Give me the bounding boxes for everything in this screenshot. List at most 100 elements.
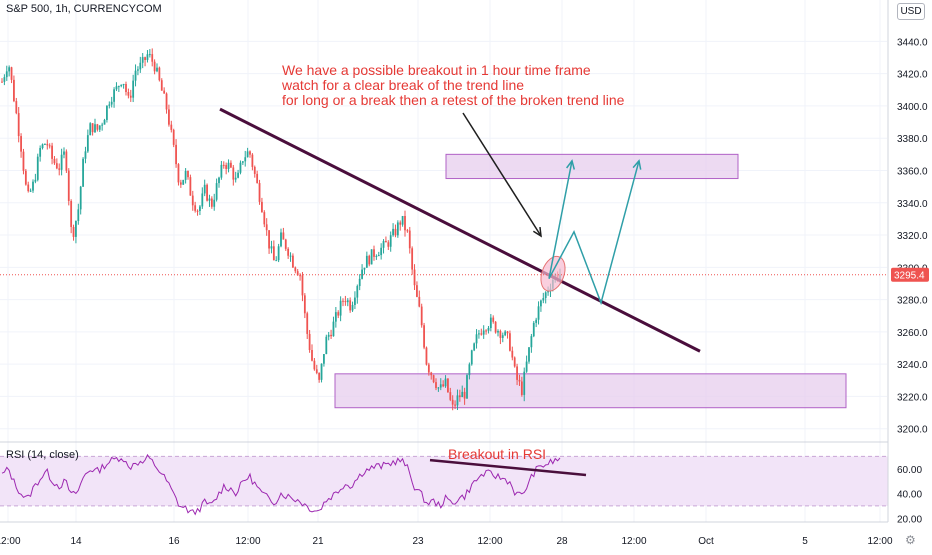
candle-body — [535, 319, 538, 323]
candle-body — [363, 267, 366, 270]
currency-button[interactable]: USD — [897, 3, 925, 20]
y-tick-label: 3380.0 — [897, 134, 928, 145]
candle-body — [191, 195, 194, 206]
rsi-panel — [0, 453, 888, 516]
x-tick-label: 12:00 — [477, 536, 502, 547]
candle-body — [158, 67, 161, 81]
direct-breakout-path[interactable] — [548, 160, 573, 279]
annotation-text-line: We have a possible breakout in 1 hour ti… — [282, 62, 591, 78]
candle-body — [86, 135, 89, 152]
candle-body — [461, 391, 464, 398]
candle-body — [308, 333, 311, 351]
candle-body — [346, 300, 349, 303]
resistance-zone[interactable] — [445, 153, 739, 180]
candle-body — [444, 378, 447, 387]
candle-body — [370, 249, 373, 265]
candle-body — [408, 230, 411, 249]
candle-body — [55, 163, 58, 169]
y-tick-label: 3420.0 — [897, 70, 928, 81]
candle-body — [318, 372, 321, 380]
candle-body — [301, 275, 304, 296]
candle-body — [473, 343, 476, 351]
candle-body — [282, 232, 285, 240]
projection-arrowhead — [566, 159, 576, 170]
candle-body — [168, 109, 170, 125]
candle-body — [492, 317, 495, 322]
candle-body — [468, 364, 471, 376]
candle-body — [525, 361, 528, 372]
candle-body — [296, 271, 299, 276]
support-zone[interactable] — [334, 373, 847, 409]
drawing-tools[interactable] — [0, 107, 888, 477]
candle-body — [44, 143, 46, 145]
candle-body — [201, 193, 204, 207]
candle-body — [277, 246, 280, 261]
rsi-tick-label: 40.00 — [897, 490, 922, 501]
candle-body — [394, 228, 397, 236]
candle-body — [334, 312, 337, 322]
candle-body — [451, 399, 454, 405]
candle-body — [299, 275, 301, 277]
retest-breakout-path[interactable] — [548, 160, 640, 306]
candle-body — [542, 298, 545, 301]
candle-body — [15, 101, 18, 114]
candle-body — [516, 366, 518, 380]
last-price-badge — [891, 267, 929, 282]
candle-body — [125, 84, 127, 92]
y-tick-label: 3200.0 — [897, 425, 928, 436]
candle-body — [344, 301, 347, 303]
breakout-highlight-ellipse[interactable] — [537, 253, 570, 294]
rsi-trend-line[interactable] — [429, 458, 587, 477]
price-trend-line[interactable] — [219, 107, 701, 353]
candle-body — [3, 77, 6, 82]
candle-body — [504, 331, 507, 336]
candle-body — [458, 395, 461, 398]
candle-body — [108, 104, 111, 106]
candle-body — [203, 184, 206, 194]
candle-body — [127, 91, 130, 96]
candle-body — [454, 404, 456, 406]
candle-body — [494, 321, 497, 333]
candle-body — [67, 170, 70, 201]
x-tick-label: 23 — [412, 536, 424, 547]
gear-icon[interactable]: ⚙ — [905, 533, 916, 547]
candle-body — [482, 330, 485, 335]
candle-body — [423, 325, 425, 348]
candle-body — [330, 334, 332, 337]
annotation-text-line: for long or a break then a retest of the… — [282, 92, 625, 108]
candle-body — [356, 286, 359, 298]
rsi-line — [1, 453, 561, 516]
candle-body — [24, 170, 27, 185]
candle-body — [268, 230, 270, 249]
candle-body — [284, 239, 287, 249]
candle-body — [182, 179, 185, 185]
candle-body — [48, 145, 51, 147]
candle-body — [413, 269, 416, 286]
candle-body — [382, 241, 385, 248]
candle-body — [466, 375, 468, 399]
candle-body — [210, 198, 213, 207]
candle-body — [29, 190, 32, 192]
candle-body — [110, 101, 113, 105]
x-tick-label: Oct — [698, 536, 714, 547]
price-zones[interactable] — [334, 153, 847, 409]
candle-body — [17, 113, 20, 137]
candle-body — [117, 86, 120, 88]
candle-body — [91, 123, 94, 133]
candle-body — [540, 300, 542, 307]
candle-body — [425, 347, 428, 365]
annotation-arrow[interactable] — [462, 112, 542, 237]
y-tick-label: 3440.0 — [897, 37, 928, 48]
candle-body — [253, 166, 256, 174]
candle-body — [213, 199, 216, 207]
candle-body — [75, 220, 77, 237]
candle-body — [187, 171, 189, 178]
candle-body — [537, 306, 540, 320]
candle-body — [263, 212, 266, 225]
candle-body — [151, 54, 154, 62]
candle-body — [530, 336, 533, 348]
candle-body — [179, 182, 182, 185]
candle-body — [463, 391, 466, 399]
